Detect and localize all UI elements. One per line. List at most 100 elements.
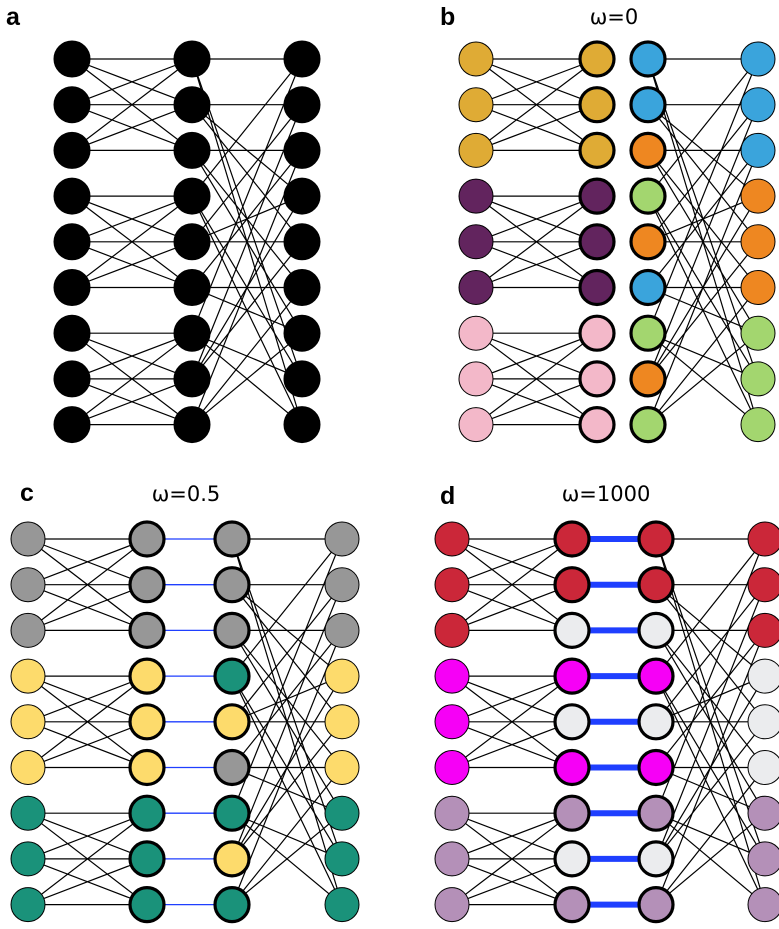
node xyxy=(629,40,667,78)
node xyxy=(740,407,776,443)
node xyxy=(747,795,779,831)
edge-left xyxy=(475,104,598,151)
edge-right xyxy=(647,241,759,380)
node xyxy=(324,750,360,785)
edge-left xyxy=(71,195,193,288)
node xyxy=(324,841,360,877)
node xyxy=(324,612,360,648)
node xyxy=(10,841,46,877)
node xyxy=(213,885,251,924)
panel-a-letter: a xyxy=(6,3,21,31)
edge-left xyxy=(451,584,573,631)
edge-left xyxy=(27,584,148,631)
node xyxy=(324,887,360,923)
node xyxy=(629,314,667,352)
edge-left xyxy=(27,675,148,723)
edge-left xyxy=(27,721,148,769)
panel-d-nodes xyxy=(434,520,779,924)
node xyxy=(283,314,321,352)
node xyxy=(629,223,667,261)
node xyxy=(128,840,166,878)
edge-left xyxy=(475,195,598,288)
node xyxy=(283,86,321,124)
node xyxy=(637,748,675,787)
edge-left xyxy=(27,812,148,906)
node xyxy=(553,520,591,558)
node xyxy=(458,41,494,77)
node xyxy=(637,840,675,878)
node xyxy=(213,566,251,604)
edge-right xyxy=(647,104,759,243)
edge-left xyxy=(451,812,573,906)
panel-b-edges xyxy=(475,58,759,426)
edge-left xyxy=(451,812,573,860)
node xyxy=(553,657,591,695)
node xyxy=(53,177,91,215)
node xyxy=(747,567,779,603)
edge-right xyxy=(191,58,303,197)
node xyxy=(434,521,470,557)
edge-left xyxy=(475,58,598,151)
edge-right xyxy=(191,104,303,243)
edge-left xyxy=(27,538,148,631)
edge-left xyxy=(71,241,193,289)
node xyxy=(458,270,494,305)
node xyxy=(10,795,46,831)
node xyxy=(173,40,211,78)
node xyxy=(434,887,470,923)
node xyxy=(213,840,251,878)
node xyxy=(128,566,166,604)
edge-left xyxy=(475,378,598,426)
node xyxy=(578,406,616,444)
edge-left xyxy=(475,58,598,106)
panel-c-nodes xyxy=(10,520,360,924)
edge-right xyxy=(647,58,759,197)
node xyxy=(213,520,251,558)
node xyxy=(53,131,91,169)
edge-right xyxy=(655,584,766,723)
node xyxy=(434,750,470,785)
panel-b-nodes xyxy=(458,40,776,444)
node xyxy=(578,86,616,124)
node xyxy=(458,178,494,214)
node xyxy=(324,658,360,694)
node xyxy=(10,567,46,603)
node xyxy=(637,611,675,650)
node xyxy=(434,658,470,694)
panel-b-letter: b xyxy=(440,3,455,31)
node xyxy=(434,612,470,648)
edge-left xyxy=(71,104,193,151)
panel-a-nodes xyxy=(53,40,321,444)
node xyxy=(324,704,360,740)
node xyxy=(578,177,616,215)
node xyxy=(458,132,494,168)
node xyxy=(283,406,321,444)
edge-left xyxy=(71,195,193,243)
edge-right xyxy=(655,538,766,677)
node xyxy=(434,795,470,831)
edge-left xyxy=(475,195,598,243)
node xyxy=(53,360,91,398)
edge-left xyxy=(475,332,598,380)
edge-left xyxy=(451,675,573,768)
edge-left xyxy=(71,58,193,106)
node xyxy=(324,567,360,603)
edge-left xyxy=(451,675,573,723)
node xyxy=(283,40,321,78)
node xyxy=(637,794,675,832)
node xyxy=(10,658,46,694)
node xyxy=(213,748,251,787)
node xyxy=(747,521,779,557)
node xyxy=(458,315,494,351)
node xyxy=(283,269,321,306)
node xyxy=(213,611,251,650)
node xyxy=(747,612,779,648)
node xyxy=(10,521,46,557)
node xyxy=(128,657,166,695)
node xyxy=(740,132,776,168)
edge-left xyxy=(451,538,573,631)
node xyxy=(173,223,211,261)
node xyxy=(637,703,675,741)
node xyxy=(213,794,251,832)
